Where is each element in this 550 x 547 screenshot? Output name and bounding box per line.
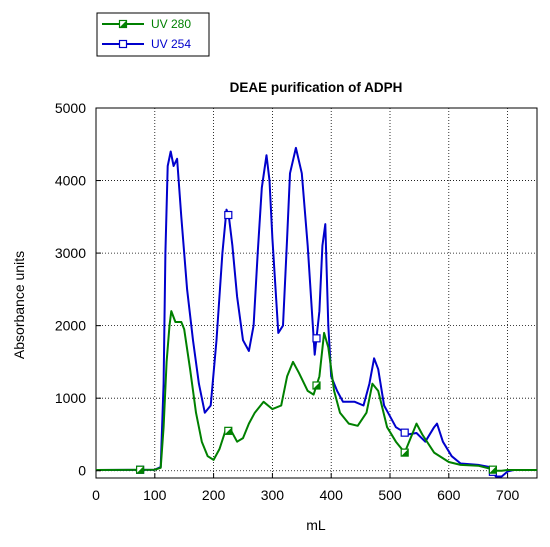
series-marker	[488, 465, 497, 474]
x-tick-label: 500	[378, 487, 402, 503]
legend-marker	[118, 39, 128, 49]
y-tick-label: 5000	[55, 100, 86, 116]
marker-fill	[313, 382, 320, 389]
series-marker	[400, 428, 409, 437]
x-tick-label: 600	[437, 487, 461, 503]
x-tick-label: 300	[261, 487, 285, 503]
marker-fill	[224, 427, 232, 435]
series-marker	[224, 426, 233, 435]
y-tick-label: 4000	[55, 173, 86, 189]
marker-outline	[400, 428, 409, 437]
y-tick-label: 2000	[55, 318, 86, 334]
y-tick-label: 0	[78, 463, 86, 479]
y-axis-title: Absorbance units	[11, 251, 27, 359]
x-tick-label: 200	[202, 487, 226, 503]
marker-fill	[136, 466, 144, 474]
legend-label: UV 254	[151, 37, 191, 51]
series-line-uv-254	[95, 146, 537, 478]
x-axis-title: mL	[306, 517, 326, 533]
x-tick-label: 400	[320, 487, 344, 503]
marker-fill	[489, 466, 497, 474]
marker-group	[136, 210, 497, 476]
y-tick-label: 1000	[55, 390, 86, 406]
x-tick-label: 100	[143, 487, 167, 503]
series-marker	[312, 381, 321, 390]
marker-fill	[119, 20, 127, 28]
plot-frame	[95, 107, 538, 479]
legend-box	[96, 12, 210, 57]
legend: UV 280 UV 254	[96, 12, 210, 57]
legend-label: UV 280	[151, 17, 191, 31]
x-tick-label: 700	[496, 487, 520, 503]
series-marker	[224, 210, 233, 220]
legend-marker	[118, 19, 128, 29]
marker-outline	[224, 210, 233, 220]
series-marker	[312, 334, 321, 343]
y-tick-label: 3000	[55, 245, 86, 261]
chart-title: DEAE purification of ADPH	[230, 80, 403, 95]
series-marker	[400, 448, 409, 457]
series-marker	[136, 465, 145, 474]
tick-group: 0 100 200 300 400 500 600 700 0 1000 2000 3000 4000 5…	[55, 100, 520, 503]
marker-outline	[118, 39, 128, 49]
series-group	[95, 146, 537, 478]
series-line-uv-280	[95, 310, 537, 472]
marker-outline	[312, 334, 321, 343]
x-tick-label: 0	[92, 487, 100, 503]
marker-fill	[401, 449, 409, 457]
